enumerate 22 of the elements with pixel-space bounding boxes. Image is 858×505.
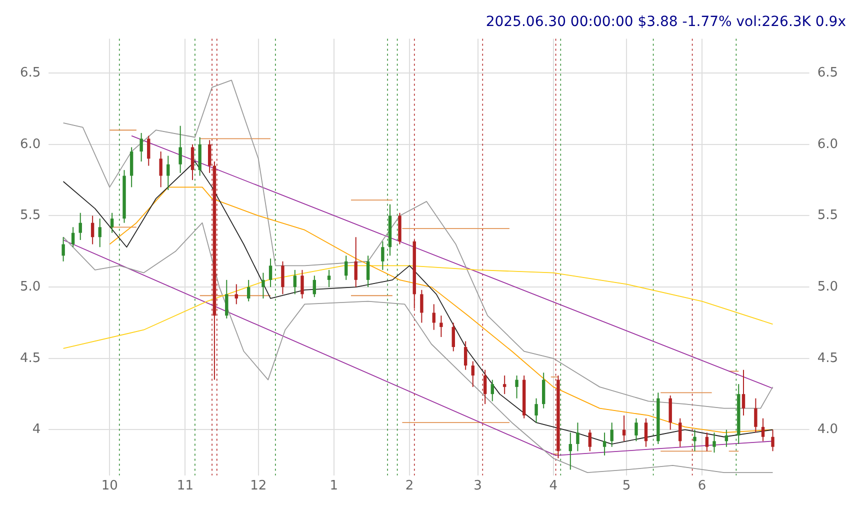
- y2-tick-label: 4.0: [817, 422, 838, 438]
- x-tick-label: 4: [549, 478, 558, 494]
- y2-tick-label: 4.5: [817, 350, 838, 366]
- y2-tick-label: 5.5: [817, 208, 838, 224]
- y-tick-label: 4: [32, 422, 41, 438]
- chart-title: 2025.06.30 00:00:00 $3.88 -1.77% vol:226.3K 0.9x: [486, 14, 846, 30]
- x-tick-label: 5: [622, 478, 631, 494]
- x-tick-label: 1: [330, 478, 338, 494]
- y2-tick-label: 6.5: [817, 65, 838, 80]
- x-tick-label: 12: [250, 478, 267, 494]
- x-tick-label: 10: [101, 478, 118, 494]
- y-tick-label: 4.5: [20, 350, 41, 366]
- y-tick-label: 6.5: [20, 65, 41, 80]
- x-tick-label: 11: [176, 478, 194, 494]
- y2-tick-label: 6.0: [817, 136, 838, 152]
- y-tick-label: 5.0: [20, 279, 41, 294]
- y-tick-label: 5.5: [20, 208, 41, 224]
- x-tick-label: 3: [474, 478, 482, 494]
- y-tick-label: 6.0: [20, 136, 41, 152]
- x-tick-label: 2: [405, 478, 414, 494]
- x-tick-label: 6: [698, 478, 706, 494]
- y2-tick-label: 5.0: [817, 279, 838, 294]
